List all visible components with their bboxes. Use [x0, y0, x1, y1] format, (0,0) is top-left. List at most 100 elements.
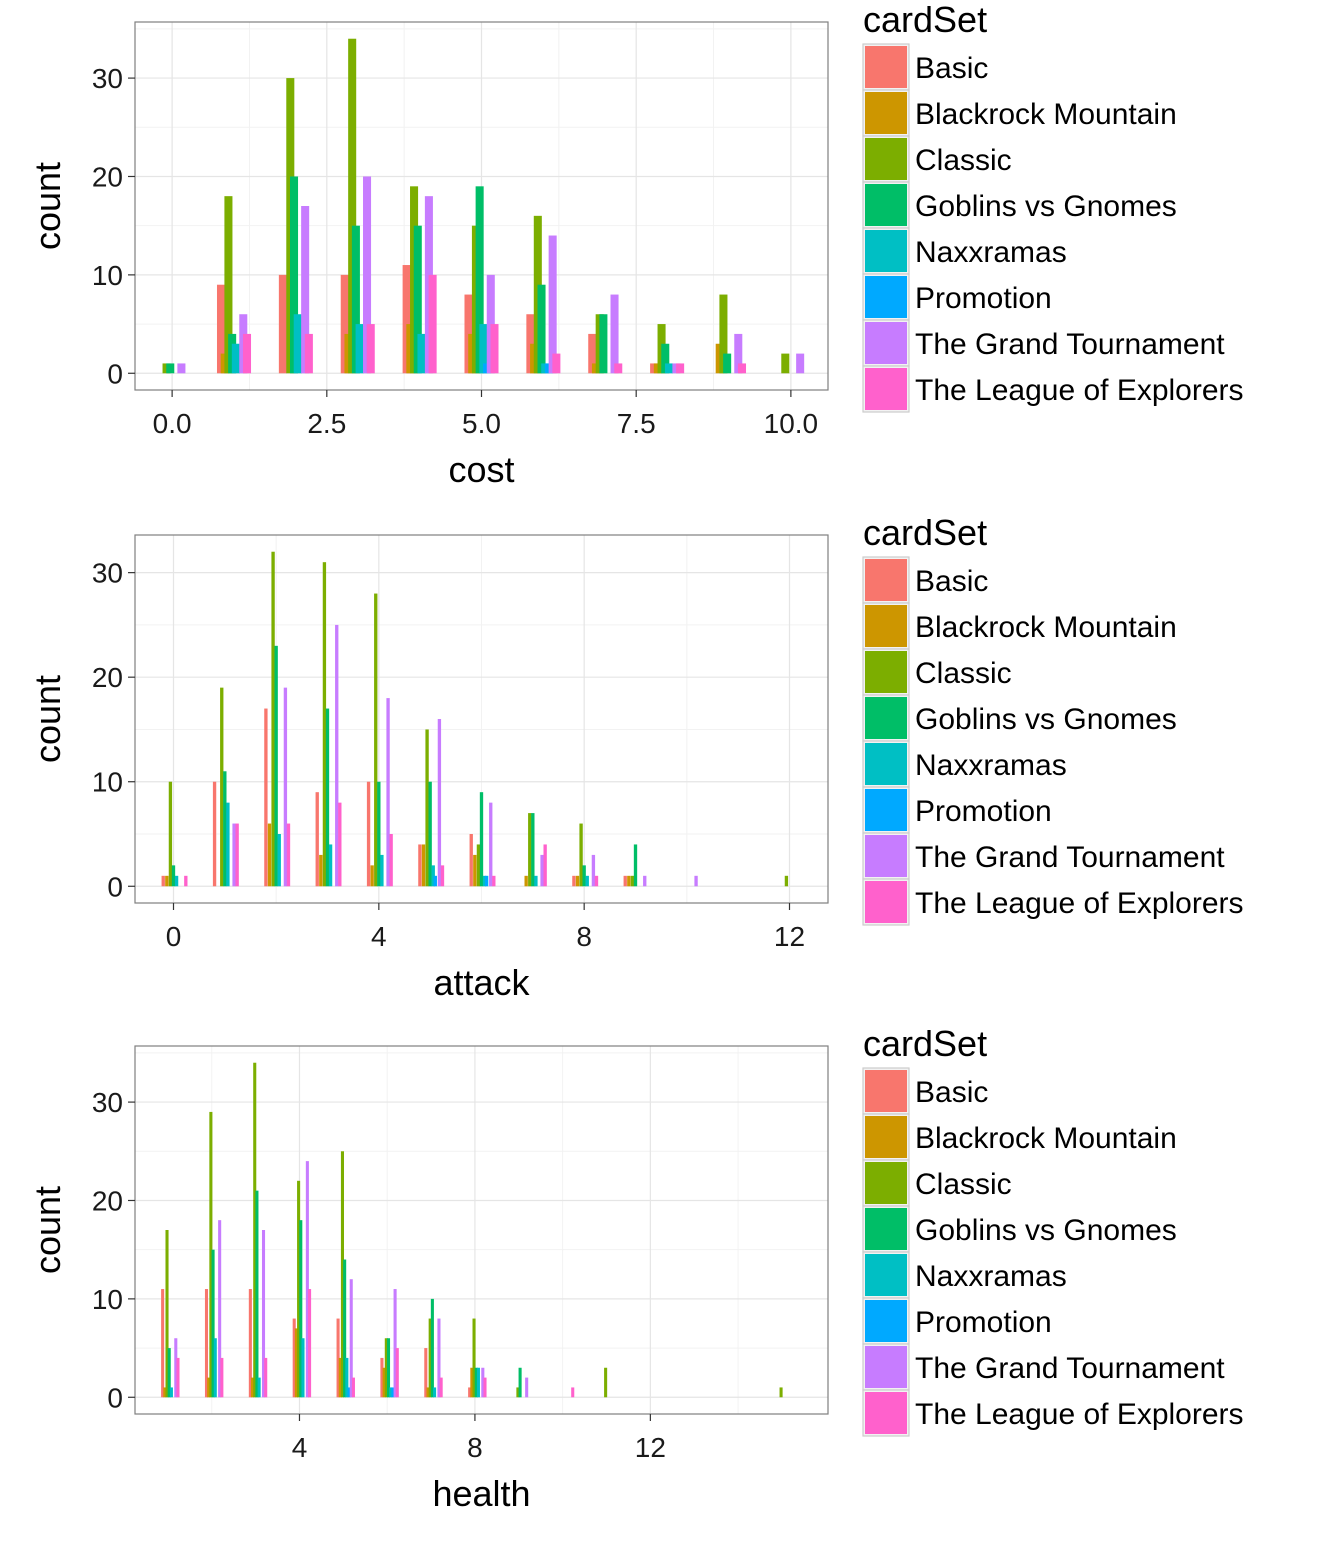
- bar-blackrock-mountain: [165, 875, 169, 887]
- bar-blackrock-mountain: [421, 844, 426, 887]
- bar-the-grand-tournament: [393, 1289, 397, 1398]
- legend-key-swatch: [865, 835, 907, 877]
- chart-health: 0 10 20 30 4 8 12 health count cardSet Basic Blackr…: [27, 1023, 1244, 1514]
- y-tick-label: 30: [92, 63, 123, 94]
- bar-naxxramas: [293, 314, 302, 374]
- legend-label: Classic: [915, 144, 1012, 177]
- bar-classic: [348, 38, 357, 374]
- bar-naxxramas: [664, 363, 674, 374]
- bar-classic: [384, 1338, 388, 1398]
- y-axis: 0 10 20 30: [92, 558, 135, 902]
- legend-label: Goblins vs Gnomes: [915, 1214, 1177, 1247]
- bar-goblins-vs-gnomes: [428, 781, 432, 887]
- legend-key-swatch: [865, 230, 907, 272]
- bar-basic: [315, 792, 319, 887]
- bar-classic: [340, 1151, 344, 1398]
- legend-item-promotion: Promotion: [862, 1297, 1052, 1345]
- bar-goblins-vs-gnomes: [599, 314, 608, 374]
- bar-blackrock-mountain: [524, 875, 528, 887]
- x-tick-label: 4: [371, 921, 387, 952]
- legend-item-naxxramas: Naxxramas: [862, 1251, 1067, 1299]
- bar-promotion: [484, 875, 489, 887]
- bar-the-league-of-explorers: [242, 333, 252, 374]
- bar-basic: [248, 1289, 252, 1398]
- bar-the-grand-tournament: [548, 235, 557, 374]
- bar-the-league-of-explorers: [184, 875, 188, 887]
- bar-the-grand-tournament: [363, 176, 372, 374]
- x-tick-label: 4: [292, 1432, 308, 1463]
- bar-classic: [428, 1318, 432, 1398]
- bar-classic: [719, 294, 728, 374]
- bar-classic: [425, 729, 429, 887]
- bar-basic: [572, 875, 576, 887]
- bar-naxxramas: [345, 1357, 349, 1398]
- bar-basic: [623, 875, 627, 887]
- bar-the-league-of-explorers: [176, 1357, 180, 1398]
- bar-naxxramas: [389, 1387, 393, 1398]
- bar-goblins-vs-gnomes: [531, 813, 535, 887]
- legend-item-the-league-of-explorers: The League of Explorers: [862, 365, 1244, 413]
- legend-key-swatch: [865, 1116, 907, 1158]
- bar-the-league-of-explorers: [366, 324, 375, 374]
- bar-basic: [588, 333, 597, 374]
- bar-the-grand-tournament: [386, 698, 390, 887]
- legend-label: Blackrock Mountain: [915, 98, 1177, 131]
- legend-label: Promotion: [915, 795, 1052, 828]
- legend-key-swatch: [865, 743, 907, 785]
- bar-basic: [292, 1318, 296, 1398]
- bar-the-grand-tournament: [437, 1318, 441, 1398]
- bar-goblins-vs-gnomes: [255, 1190, 259, 1398]
- bar-blackrock-mountain: [338, 1357, 342, 1398]
- bar-the-grand-tournament: [610, 294, 619, 374]
- legend-label: Naxxramas: [915, 1260, 1067, 1293]
- bars: [161, 551, 789, 887]
- y-tick-label: 30: [92, 558, 123, 589]
- bar-classic: [528, 813, 532, 887]
- bar-basic: [424, 1348, 428, 1398]
- bar-naxxramas: [479, 324, 488, 374]
- bar-the-grand-tournament: [177, 363, 186, 374]
- legend-key-swatch: [865, 1162, 907, 1204]
- y-tick-label: 20: [92, 1185, 123, 1216]
- bar-the-league-of-explorers: [543, 844, 547, 887]
- legend-item-naxxramas: Naxxramas: [862, 227, 1067, 275]
- legend-item-basic: Basic: [862, 43, 988, 91]
- bar-naxxramas: [585, 875, 589, 887]
- legend-key-swatch: [865, 322, 907, 364]
- bar-classic: [781, 353, 790, 374]
- x-tick-label: 0.0: [153, 408, 192, 439]
- bar-the-grand-tournament: [591, 854, 596, 887]
- bar-classic: [579, 823, 583, 887]
- y-axis: 0 10 20 30: [92, 1087, 135, 1413]
- bar-blackrock-mountain: [426, 1387, 430, 1398]
- bar-blackrock-mountain: [370, 865, 374, 887]
- bar-naxxramas: [226, 802, 230, 887]
- legend-key-swatch: [865, 138, 907, 180]
- bar-basic: [212, 781, 217, 887]
- bar-classic: [472, 1318, 476, 1398]
- bar-naxxramas: [174, 875, 179, 887]
- bar-promotion: [347, 1387, 351, 1398]
- x-tick-label: 10.0: [764, 408, 819, 439]
- bar-the-league-of-explorers: [220, 1357, 224, 1398]
- bar-classic: [253, 1062, 257, 1398]
- legend-title: cardSet: [863, 512, 987, 553]
- bar-classic: [165, 1230, 169, 1398]
- bar-the-grand-tournament: [643, 875, 647, 887]
- bar-basic: [264, 708, 268, 887]
- y-tick-label: 20: [92, 161, 123, 192]
- y-tick-label: 0: [107, 358, 123, 389]
- y-tick-label: 10: [92, 767, 123, 798]
- bar-naxxramas: [476, 1367, 480, 1398]
- bar-the-league-of-explorers: [304, 333, 313, 374]
- bar-the-grand-tournament: [261, 1230, 266, 1398]
- legend-label: Goblins vs Gnomes: [915, 190, 1177, 223]
- bar-goblins-vs-gnomes: [223, 771, 227, 887]
- bar-classic: [784, 875, 789, 887]
- bar-goblins-vs-gnomes: [723, 353, 732, 374]
- bar-the-grand-tournament: [305, 1161, 309, 1398]
- bar-basic: [340, 274, 349, 374]
- x-tick-label: 8: [467, 1432, 483, 1463]
- x-tick-label: 8: [576, 921, 592, 952]
